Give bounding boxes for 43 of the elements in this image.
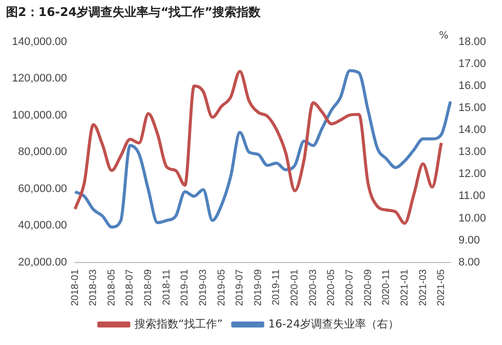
x-tick-label: 2019-07 (234, 268, 246, 306)
y2-tick-label: 14.00 (458, 124, 486, 136)
y-tick-label: 100,000.00 (12, 109, 68, 122)
x-tick-label: 2020-01 (290, 268, 301, 306)
x-tick-label: 2019-09 (252, 268, 264, 306)
x-tick-label: 2019-03 (198, 268, 209, 306)
y2-tick-label: 12.00 (458, 168, 486, 180)
x-tick-label: 2018-11 (161, 268, 172, 306)
x-tick-label: 2021-03 (418, 268, 429, 306)
x-tick-label: 2020-11 (381, 268, 392, 306)
x-tick-label: 2019-11 (271, 268, 282, 306)
y2-tick-label: 15.00 (458, 102, 486, 114)
y2-tick-label: 11.00 (458, 190, 486, 202)
x-tick-label: 2020-09 (362, 268, 374, 306)
x-tick-label: 2018-09 (143, 268, 154, 306)
x-tick-label: 2018-07 (124, 268, 136, 306)
x-tick-label: 2020-05 (326, 268, 338, 306)
y2-tick-label: 10.00 (458, 212, 486, 224)
y-tick-label: 80,000.00 (18, 146, 68, 158)
x-tick-label: 2021-05 (436, 268, 448, 306)
y2-tick-label: 9.00 (458, 234, 480, 246)
y-tick-label: 20,000.00 (18, 256, 68, 268)
y2-axis-title: % (438, 30, 448, 42)
y2-tick-label: 16.00 (458, 80, 486, 92)
y-tick-label: 120,000.00 (12, 72, 68, 85)
legend-label: 16-24岁调查失业率（右） (268, 317, 400, 330)
y2-tick-label: 13.00 (458, 146, 486, 158)
legend-label: 搜索指数“找工作” (134, 317, 223, 330)
x-tick-label: 2019-01 (180, 268, 191, 306)
x-tick-label: 2019-05 (216, 268, 228, 306)
y-tick-label: 40,000.00 (18, 220, 68, 232)
x-tick-label: 2021-01 (399, 268, 410, 306)
y-tick-label: 140,000.00 (12, 36, 68, 48)
x-tick-label: 2018-03 (88, 268, 100, 306)
x-tick-label: 2020-03 (308, 268, 319, 306)
y-tick-label: 60,000.00 (18, 182, 68, 195)
y2-tick-label: 8.00 (458, 256, 480, 268)
x-tick-label: 2020-07 (344, 268, 356, 306)
y2-tick-label: 18.00 (458, 36, 486, 48)
x-tick-label: 2018-05 (106, 268, 118, 306)
chart-title: 图2：16-24岁调查失业率与“找工作”搜索指数 (6, 4, 261, 21)
x-tick-label: 2018-01 (70, 268, 81, 306)
y2-tick-label: 17.00 (458, 58, 486, 70)
